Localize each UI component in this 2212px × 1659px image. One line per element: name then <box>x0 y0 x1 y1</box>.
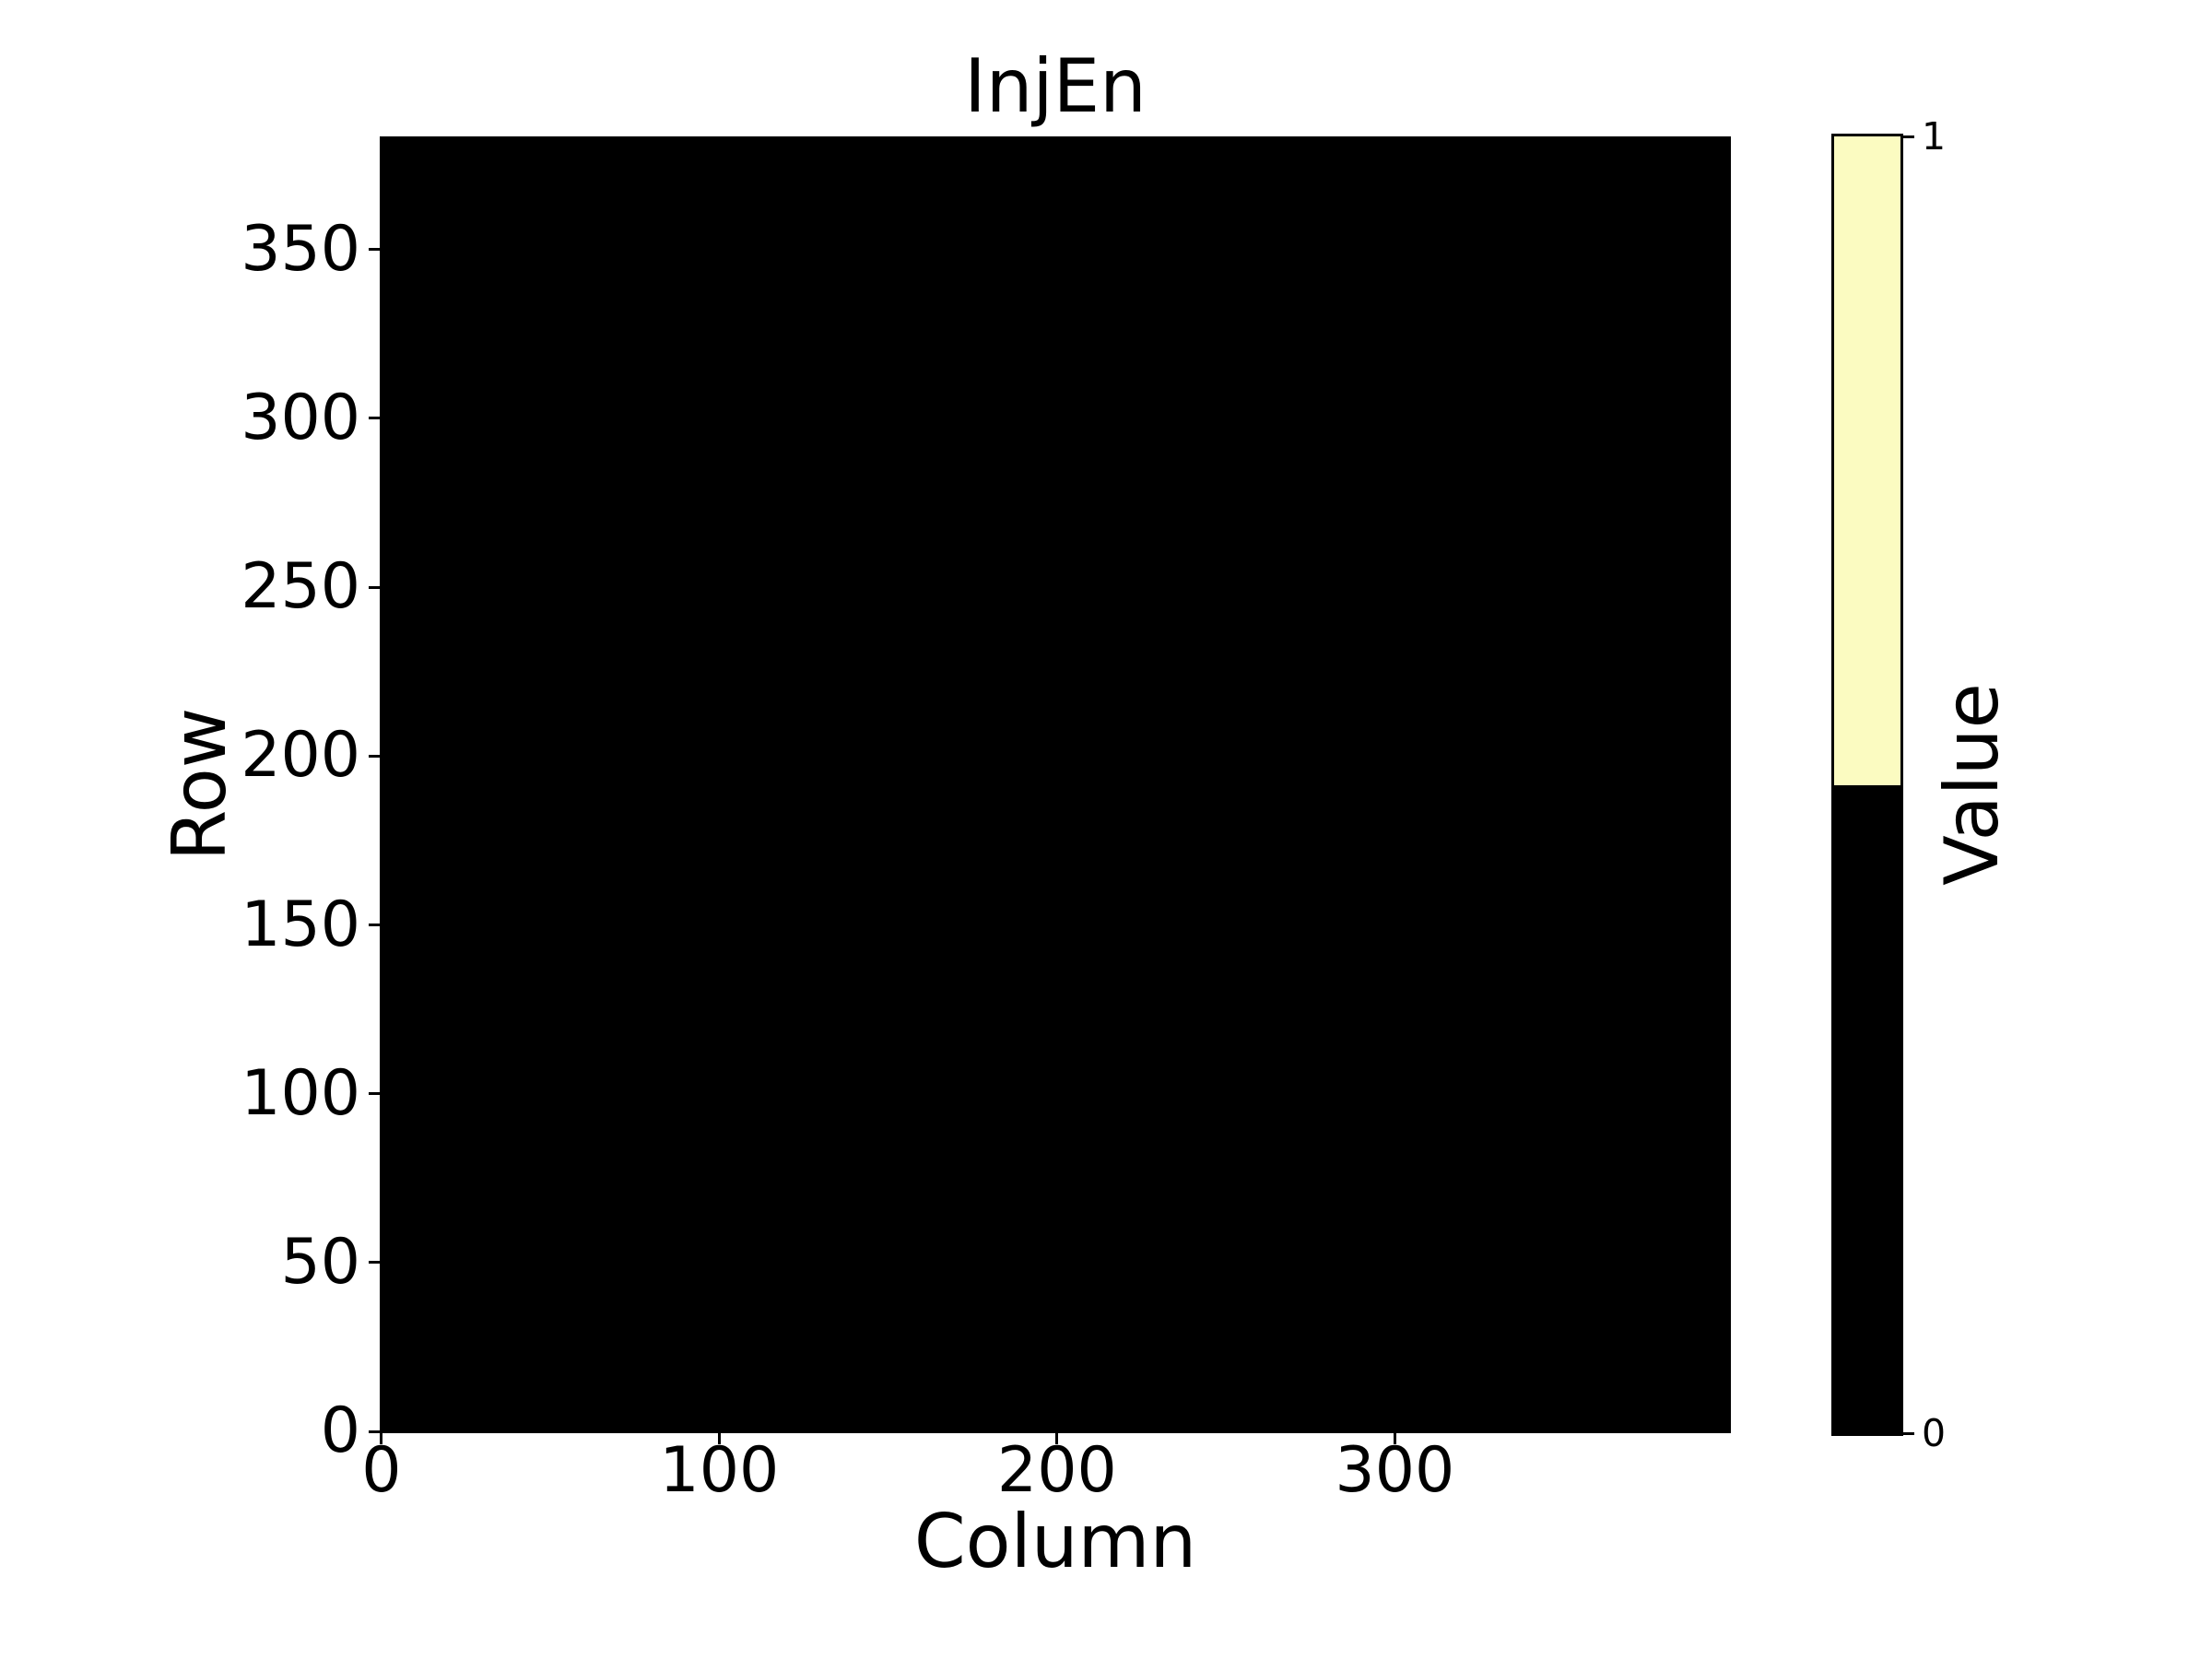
y-tick-mark <box>369 1261 380 1265</box>
x-tick-label: 200 <box>996 1434 1117 1507</box>
y-tick-label: 100 <box>241 1056 360 1130</box>
x-tick-label: 100 <box>659 1434 780 1507</box>
x-tick-label: 300 <box>1335 1434 1455 1507</box>
y-tick-mark <box>369 417 380 420</box>
y-tick-label: 350 <box>241 212 360 286</box>
x-tick-mark <box>1055 1433 1059 1444</box>
heatmap-canvas <box>380 136 1731 1433</box>
y-tick-mark <box>369 585 380 589</box>
x-tick-mark <box>380 1433 383 1444</box>
colorbar-tick-label: 0 <box>1922 1411 1947 1455</box>
y-tick-label: 200 <box>241 719 360 793</box>
colorbar-segment-value-0 <box>1834 784 1900 1433</box>
colorbar-tick-mark <box>1903 135 1914 138</box>
colorbar-label: Value <box>1929 683 2015 886</box>
y-tick-mark <box>369 924 380 927</box>
y-tick-mark <box>369 754 380 758</box>
y-tick-label: 0 <box>320 1394 360 1468</box>
y-tick-label: 250 <box>241 550 360 624</box>
y-tick-label: 300 <box>241 381 360 454</box>
y-tick-label: 150 <box>241 888 360 961</box>
y-axis-label: Row <box>157 707 242 862</box>
colorbar <box>1831 134 1903 1436</box>
x-tick-mark <box>1393 1433 1396 1444</box>
colorbar-segment-value-1 <box>1834 136 1900 785</box>
y-tick-mark <box>369 1430 380 1433</box>
x-axis-label: Column <box>913 1499 1197 1584</box>
y-tick-label: 50 <box>280 1225 360 1299</box>
x-tick-label: 0 <box>361 1434 402 1507</box>
y-tick-mark <box>369 248 380 252</box>
y-tick-mark <box>369 1092 380 1096</box>
colorbar-tick-label: 1 <box>1922 114 1947 159</box>
colorbar-tick-mark <box>1903 1431 1914 1435</box>
chart-title: InjEn <box>964 43 1147 129</box>
x-tick-mark <box>717 1433 721 1444</box>
